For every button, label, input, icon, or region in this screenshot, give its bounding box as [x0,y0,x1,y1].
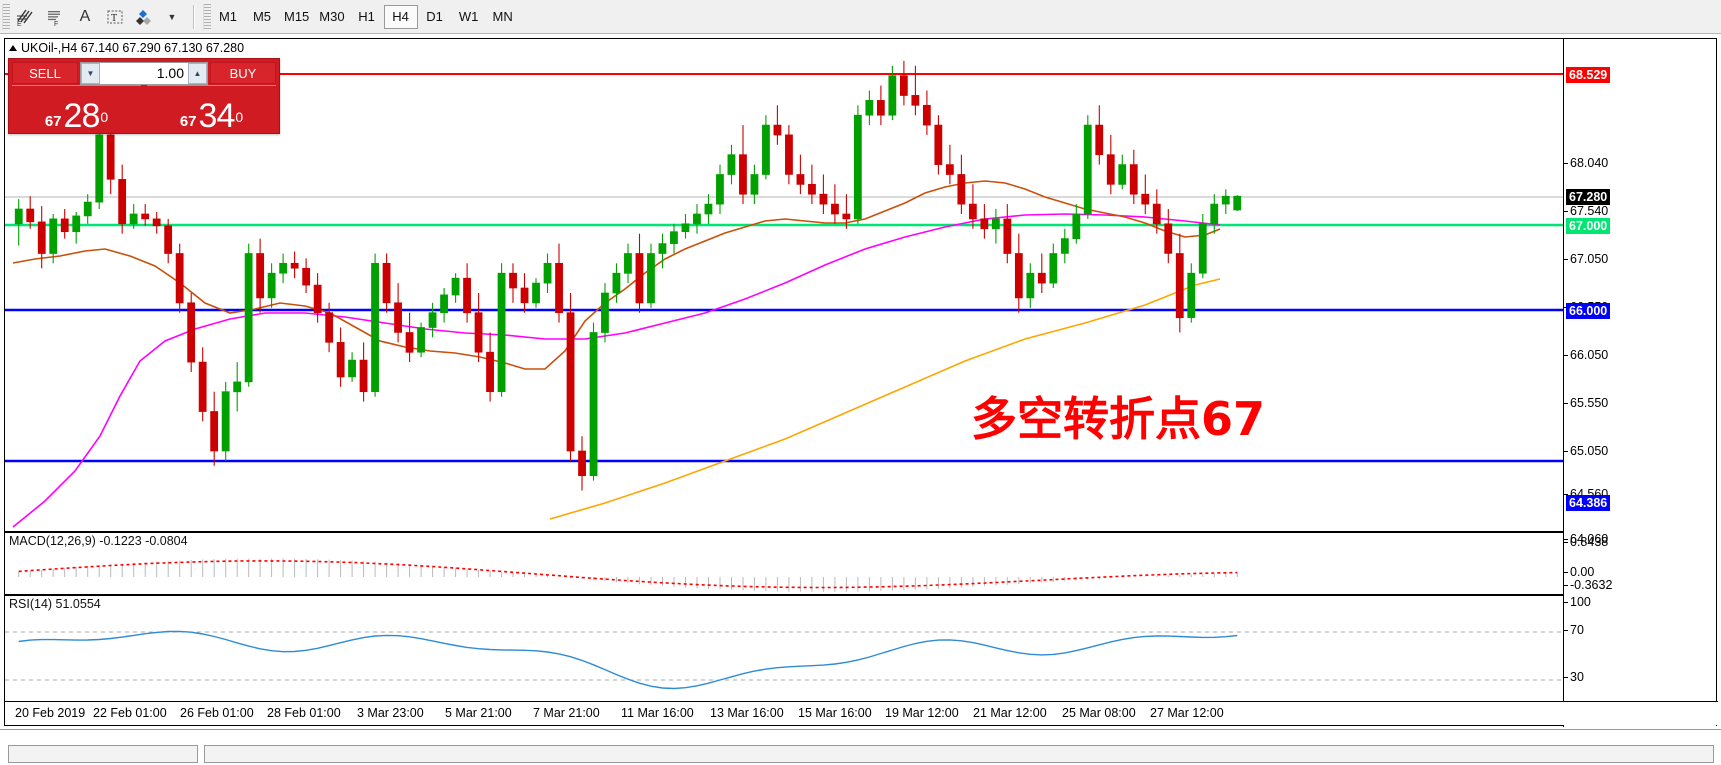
timeframe-w1[interactable]: W1 [458,9,479,24]
timeframe-grip[interactable] [203,3,211,30]
sell-price-fraction: 0 [100,109,109,125]
rsi-label: RSI(14) 51.0554 [9,597,101,611]
chart-title: UKOil-,H4 67.140 67.290 67.130 67.280 [9,41,244,55]
chart-annotation: 多空转折点67 [971,392,1266,446]
volume-input[interactable]: 1.00 [156,65,184,81]
macd-chart-svg [18,558,1238,592]
sell-price-main: 28 [63,97,101,135]
buy-price-fraction: 0 [235,109,244,125]
sell-price-quote[interactable]: 67 28 0 [12,85,141,133]
time-label: 7 Mar 21:00 [533,706,600,720]
sell-button[interactable]: SELL [12,62,78,84]
time-label: 19 Mar 12:00 [885,706,959,720]
time-label: 21 Mar 12:00 [973,706,1047,720]
volume-stepper[interactable]: ▼ 1.00 ▲ [80,61,208,85]
support-level-2-label: 64.386 [1566,495,1611,511]
time-label: 22 Feb 01:00 [93,706,167,720]
macd-scale-zero: 0.00 [1563,565,1595,579]
resistance-level-label: 68.529 [1566,67,1611,83]
toolbar-separator [193,4,195,29]
svg-text:F: F [54,21,58,27]
time-label: 15 Mar 16:00 [798,706,872,720]
terminal-tab-right[interactable] [204,745,1714,763]
expert-advisor-icon[interactable]: E [10,2,40,32]
time-label: 20 Feb 2019 [15,706,86,720]
terminal-tab-left[interactable] [8,745,198,763]
macd-scale-min: -0.3632 [1563,578,1613,592]
price-tick: 67.050 [1563,252,1609,266]
price-chart-svg [5,60,1564,528]
timeframe-d1[interactable]: D1 [426,9,443,24]
time-label: 3 Mar 23:00 [357,706,424,720]
trade-panel-quotes: 67 28 0 67 34 0 [9,85,279,133]
svg-text:T: T [111,13,117,24]
chart-collapse-icon[interactable] [9,45,17,51]
price-tick: 65.050 [1563,444,1609,458]
objects-dropdown-caret-icon[interactable]: ▼ [167,11,177,22]
buy-price-quote[interactable]: 67 34 0 [147,85,276,133]
main-toolbar: E F A T ▼ M1 M5 M15 M30 H1 H4 D1 W1 MN [0,0,1721,34]
buy-price-prefix: 67 [179,113,197,130]
svg-text:E: E [17,21,22,27]
time-label: 25 Mar 08:00 [1062,706,1136,720]
trade-panel-controls: SELL ▼ 1.00 ▲ BUY [9,59,279,85]
time-label: 5 Mar 21:00 [445,706,512,720]
support-level-1-label: 66.000 [1566,303,1611,319]
timeframe-h4[interactable]: H4 [383,4,418,29]
indicator-list-icon[interactable]: F [40,2,70,32]
timeframe-m1[interactable]: M1 [218,9,238,24]
price-tick: 67.540 [1563,204,1609,218]
chart-title-text: UKOil-,H4 67.140 67.290 67.130 67.280 [21,41,245,55]
time-label: 27 Mar 12:00 [1150,706,1224,720]
toolbar-grip[interactable] [2,3,10,30]
timeframe-m30[interactable]: M30 [319,9,345,24]
time-label: 11 Mar 16:00 [621,706,694,720]
rsi-scale-70: 70 [1564,623,1584,637]
price-tick: 65.550 [1563,396,1609,410]
price-axis[interactable]: 68.040 67.540 67.050 66.550 66.050 65.55… [1563,39,1716,727]
timeframe-m5[interactable]: M5 [252,9,272,24]
rsi-scale-30: 30 [1564,670,1584,684]
price-tick: 68.040 [1563,156,1609,170]
rsi-pane[interactable]: RSI(14) 51.0554 [5,594,1564,714]
timeframe-h1[interactable]: H1 [358,9,375,24]
macd-pane[interactable]: MACD(12,26,9) -0.1223 -0.0804 [5,531,1564,593]
timeframe-m15[interactable]: M15 [284,9,310,24]
buy-price-main: 34 [198,97,236,135]
text-object-icon[interactable]: T [100,2,130,32]
rsi-chart-svg [5,630,1564,690]
text-label-icon[interactable]: A [79,7,91,25]
sell-price-prefix: 67 [44,113,62,130]
macd-scale-max: 0.8438 [1563,535,1609,549]
price-tick: 66.050 [1563,348,1609,362]
last-price-label: 67.280 [1566,189,1611,205]
time-label: 28 Feb 01:00 [267,706,341,720]
time-label: 13 Mar 16:00 [710,706,784,720]
pivot-level-label: 67.000 [1566,218,1611,234]
time-label: 26 Feb 01:00 [180,706,254,720]
price-tick: 64.060 [1563,532,1609,546]
buy-button[interactable]: BUY [210,62,276,84]
volume-decrement-icon[interactable]: ▼ [81,62,100,84]
price-pane[interactable]: 多空转折点67 [5,51,1564,530]
objects-icon[interactable] [130,2,160,32]
chart-window[interactable]: UKOil-,H4 67.140 67.290 67.130 67.280 多空… [4,38,1718,727]
one-click-trading-panel[interactable]: SELL ▼ 1.00 ▲ BUY 67 28 0 67 34 0 [8,58,280,134]
rsi-scale-100: 100 [1564,595,1591,609]
bottom-status-strip [0,729,1721,765]
macd-label: MACD(12,26,9) -0.1223 -0.0804 [9,534,188,548]
timeframe-mn[interactable]: MN [492,9,513,24]
volume-increment-icon[interactable]: ▲ [188,62,207,84]
time-axis[interactable]: 20 Feb 2019 22 Feb 01:00 26 Feb 01:00 28… [5,701,1718,725]
